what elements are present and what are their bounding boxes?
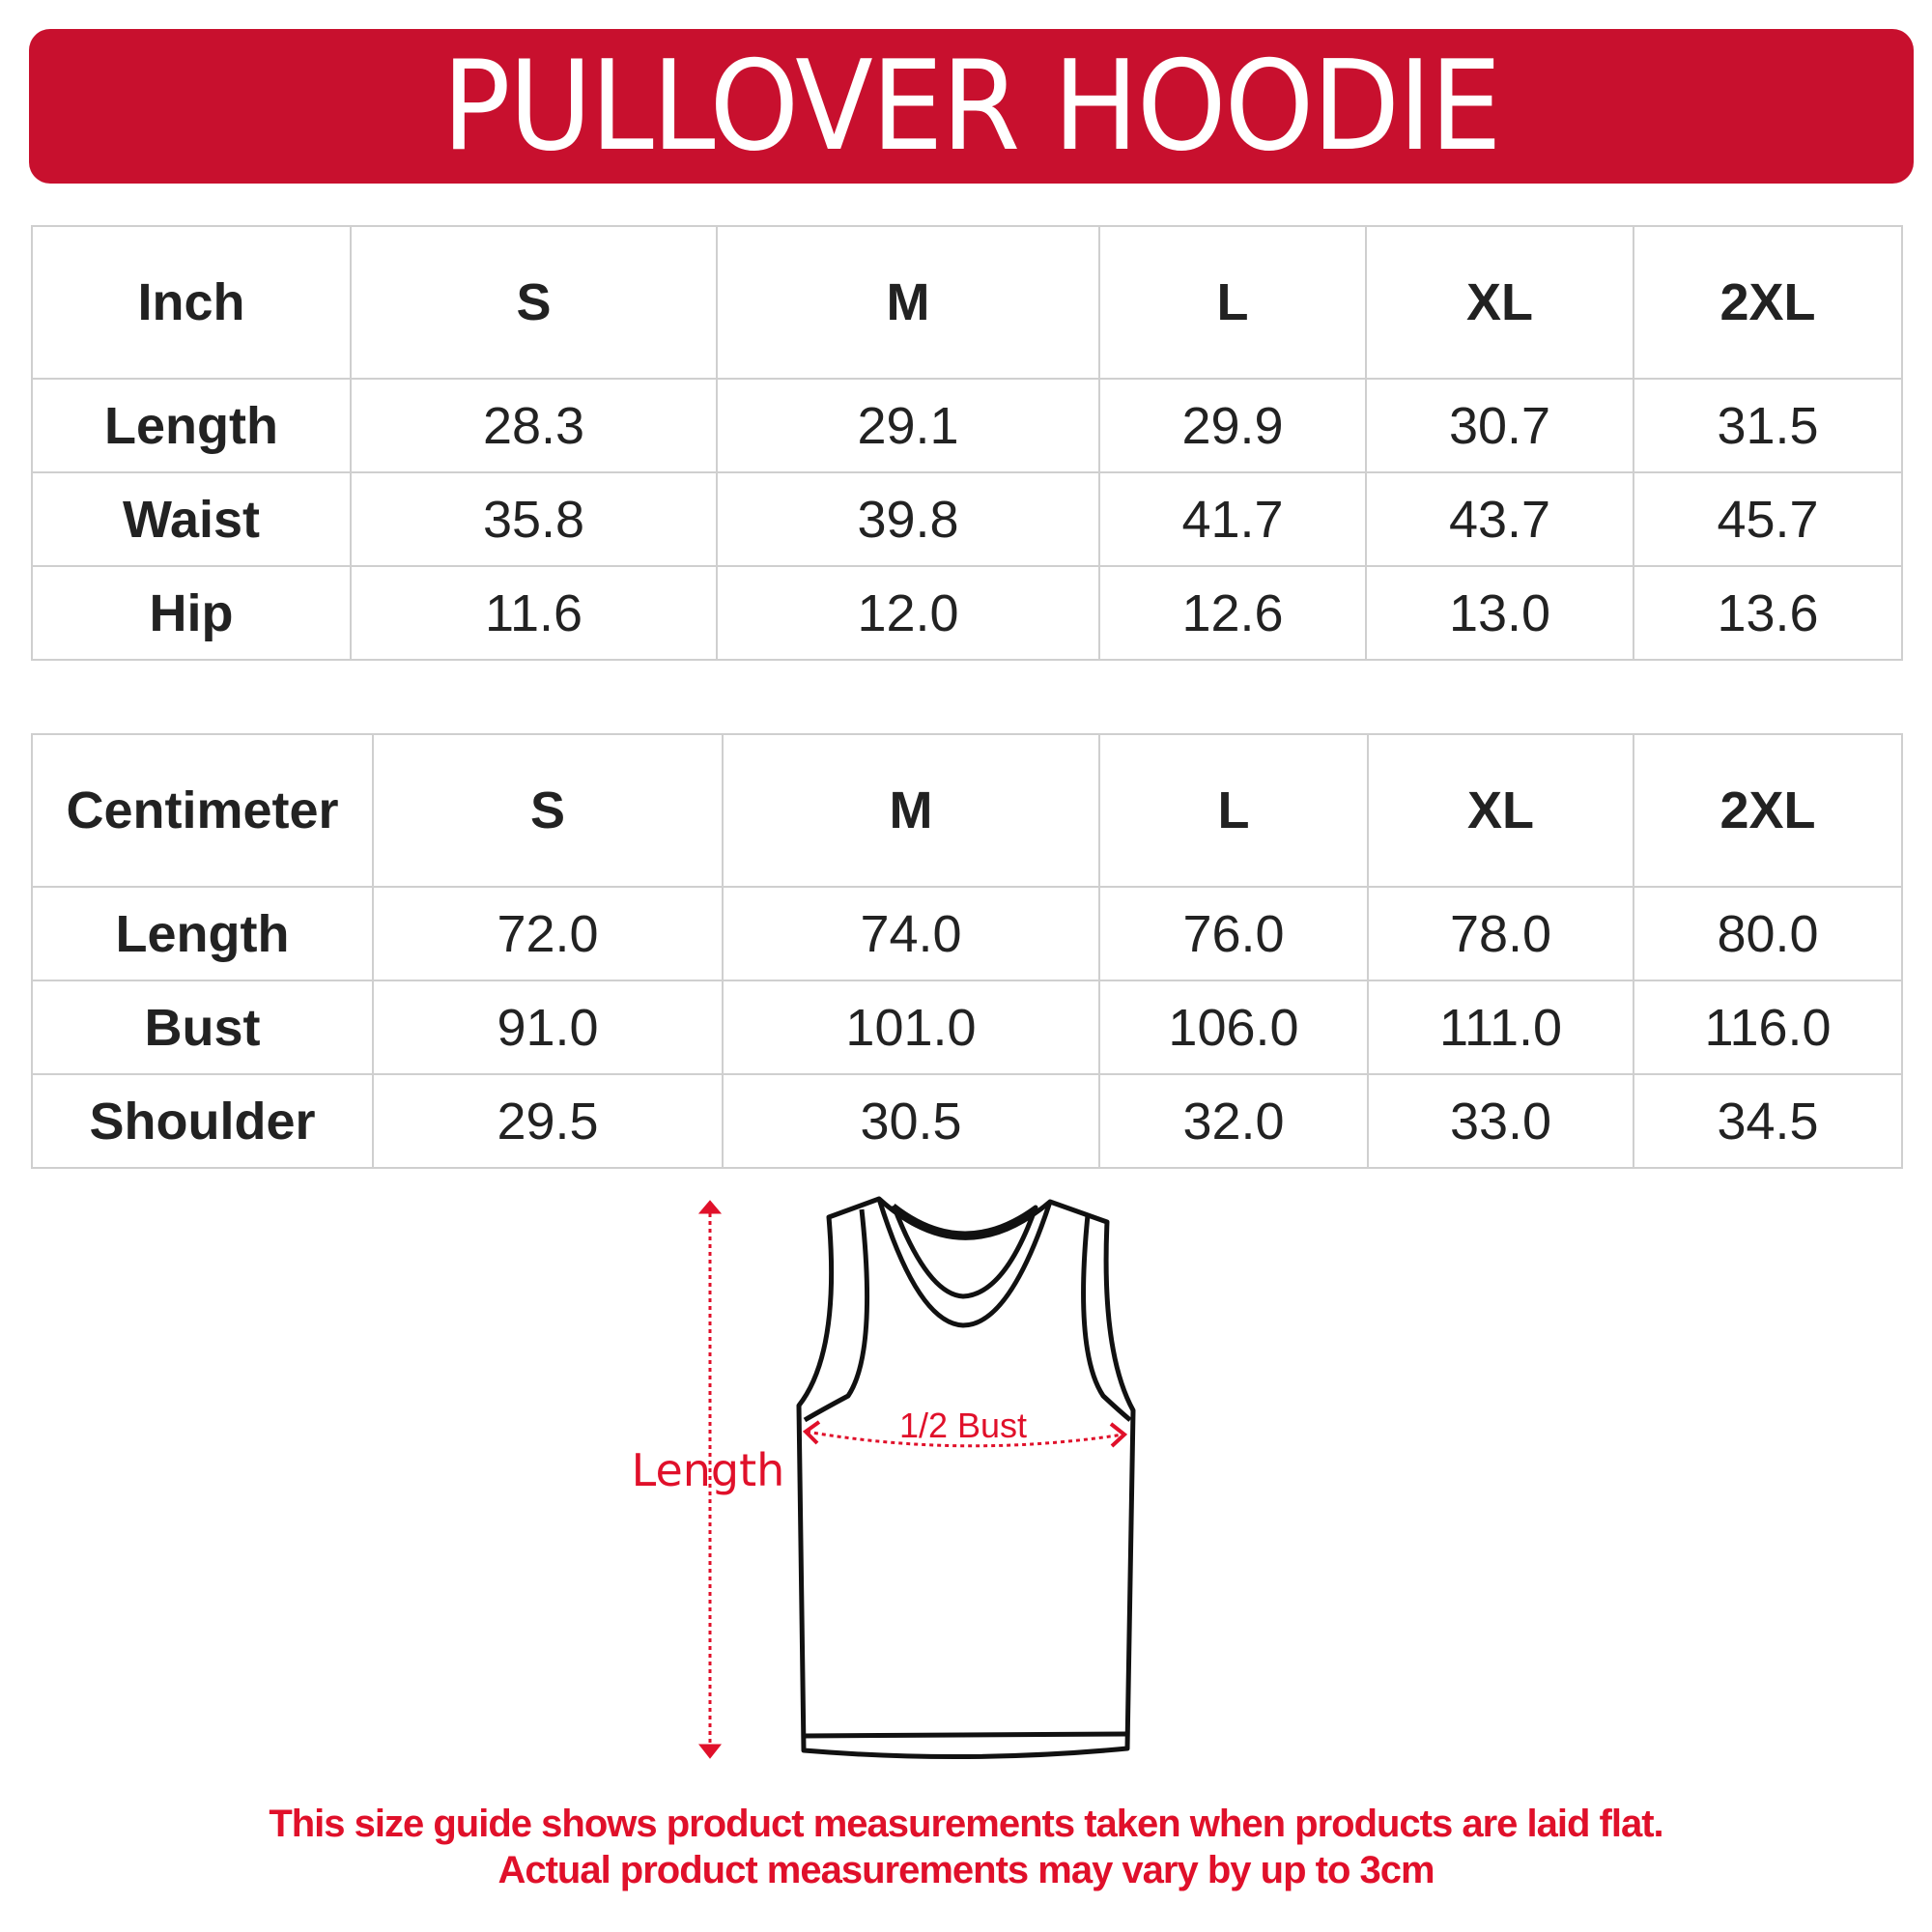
row-label: Hip <box>31 565 352 661</box>
tank-top-outline <box>796 1196 1136 1760</box>
footer-note-line2: Actual product measurements may vary by … <box>497 1849 1435 1891</box>
measurement-cell: 101.0 <box>722 980 1100 1075</box>
inch-size-table: Inch S M L XL 2XL Length 28.3 29.1 29.9 30.7… <box>31 225 1903 661</box>
row-label: Waist <box>31 471 352 567</box>
size-header: S <box>372 733 724 888</box>
measurement-cell: 28.3 <box>350 378 718 473</box>
length-arrow <box>697 1200 723 1759</box>
measurement-cell: 29.5 <box>372 1073 724 1169</box>
size-header: L <box>1098 225 1367 380</box>
measurement-cell: 13.6 <box>1633 565 1903 661</box>
measurement-cell: 30.7 <box>1365 378 1634 473</box>
footer-note-line1: This size guide shows product measuremen… <box>269 1803 1663 1845</box>
cm-size-table: Centimeter S M L XL 2XL Length 72.0 74.0 76… <box>31 733 1903 1169</box>
table-row: Hip 11.6 12.0 12.6 13.0 13.6 <box>31 565 1903 661</box>
measurement-cell: 45.7 <box>1633 471 1903 567</box>
table-header-row: Centimeter S M L XL 2XL <box>31 733 1903 888</box>
measurement-cell: 111.0 <box>1367 980 1634 1075</box>
size-header: XL <box>1365 225 1634 380</box>
measurement-cell: 41.7 <box>1098 471 1367 567</box>
measurement-cell: 29.1 <box>716 378 1100 473</box>
page-title: PULLOVER HOODIE <box>441 34 1502 179</box>
measurement-cell: 91.0 <box>372 980 724 1075</box>
title-banner: PULLOVER HOODIE <box>29 29 1914 184</box>
table-row: Shoulder 29.5 30.5 32.0 33.0 34.5 <box>31 1073 1903 1169</box>
measurement-cell: 30.5 <box>722 1073 1100 1169</box>
measurement-cell: 31.5 <box>1633 378 1903 473</box>
table-row: Waist 35.8 39.8 41.7 43.7 45.7 <box>31 471 1903 567</box>
row-label: Shoulder <box>31 1073 374 1169</box>
table-row: Length 72.0 74.0 76.0 78.0 80.0 <box>31 886 1903 981</box>
measurement-cell: 80.0 <box>1633 886 1903 981</box>
measurement-cell: 74.0 <box>722 886 1100 981</box>
measurement-cell: 43.7 <box>1365 471 1634 567</box>
size-header: 2XL <box>1633 225 1903 380</box>
size-header: S <box>350 225 718 380</box>
table-row: Bust 91.0 101.0 106.0 111.0 116.0 <box>31 980 1903 1075</box>
row-label: Bust <box>31 980 374 1075</box>
measurement-cell: 72.0 <box>372 886 724 981</box>
measurement-cell: 106.0 <box>1098 980 1369 1075</box>
row-label: Length <box>31 886 374 981</box>
measurement-cell: 11.6 <box>350 565 718 661</box>
size-header: M <box>722 733 1100 888</box>
measurement-cell: 12.6 <box>1098 565 1367 661</box>
length-label: Length <box>632 1444 785 1496</box>
table-row: Length 28.3 29.1 29.9 30.7 31.5 <box>31 378 1903 473</box>
measurement-cell: 76.0 <box>1098 886 1369 981</box>
bust-arrow <box>802 1420 1128 1448</box>
measurement-cell: 78.0 <box>1367 886 1634 981</box>
size-header: XL <box>1367 733 1634 888</box>
measurement-cell: 116.0 <box>1633 980 1903 1075</box>
measurement-cell: 35.8 <box>350 471 718 567</box>
size-header: 2XL <box>1633 733 1903 888</box>
unit-header: Inch <box>31 225 352 380</box>
size-header: L <box>1098 733 1369 888</box>
measurement-cell: 12.0 <box>716 565 1100 661</box>
measurement-cell: 13.0 <box>1365 565 1634 661</box>
measurement-cell: 39.8 <box>716 471 1100 567</box>
unit-header: Centimeter <box>31 733 374 888</box>
table-header-row: Inch S M L XL 2XL <box>31 225 1903 380</box>
bust-label: 1/2 Bust <box>899 1406 1027 1445</box>
measurement-cell: 32.0 <box>1098 1073 1369 1169</box>
measurement-cell: 29.9 <box>1098 378 1367 473</box>
measurement-cell: 33.0 <box>1367 1073 1634 1169</box>
size-header: M <box>716 225 1100 380</box>
measurement-cell: 34.5 <box>1633 1073 1903 1169</box>
row-label: Length <box>31 378 352 473</box>
